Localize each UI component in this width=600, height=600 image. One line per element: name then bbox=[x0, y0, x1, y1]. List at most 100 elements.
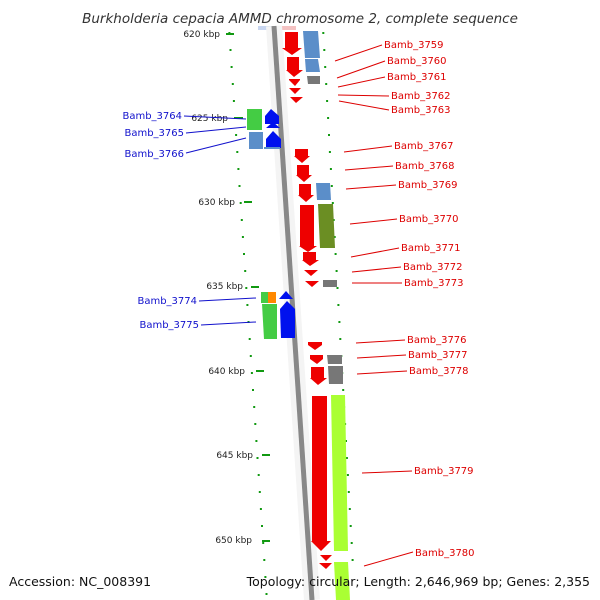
gene-label-bamb-3780[interactable]: Bamb_3780 bbox=[415, 548, 475, 559]
cds-bamb-3759[interactable] bbox=[282, 32, 302, 55]
gene-label-bamb-3772[interactable]: Bamb_3772 bbox=[403, 262, 463, 273]
gene-label-bamb-3775[interactable]: Bamb_3775 bbox=[139, 320, 199, 331]
cog-block bbox=[262, 304, 277, 339]
cog-block bbox=[261, 292, 269, 303]
forward-strand-cds bbox=[247, 109, 295, 339]
cds-bamb-3774[interactable] bbox=[279, 291, 293, 299]
guide-dot bbox=[253, 406, 256, 408]
cds-bamb-3779[interactable] bbox=[311, 396, 331, 551]
cds-bamb-3767[interactable] bbox=[294, 149, 310, 163]
cog-block bbox=[331, 395, 348, 551]
guide-dot bbox=[334, 253, 337, 255]
cds-bamb-3780[interactable] bbox=[320, 555, 332, 561]
tick-mark bbox=[256, 370, 264, 372]
cds-bamb-3765[interactable] bbox=[266, 122, 280, 128]
guide-dot bbox=[235, 134, 238, 136]
guide-dot bbox=[328, 134, 330, 136]
cds-bamb-3771[interactable] bbox=[302, 252, 319, 266]
guide-dot bbox=[236, 151, 239, 153]
guide-dot bbox=[327, 117, 330, 119]
tick-label-625: 625 kbp bbox=[191, 114, 228, 124]
gene-label-bamb-3778[interactable]: Bamb_3778 bbox=[409, 366, 469, 377]
gene-label-bamb-3779[interactable]: Bamb_3779 bbox=[414, 466, 474, 477]
cds-bamb-3775[interactable] bbox=[280, 301, 295, 338]
gene-label-bamb-3765[interactable]: Bamb_3765 bbox=[124, 128, 184, 139]
gene-label-bamb-3770[interactable]: Bamb_3770 bbox=[399, 214, 459, 225]
gene-label-bamb-3764[interactable]: Bamb_3764 bbox=[122, 111, 182, 122]
guide-dot bbox=[258, 491, 261, 493]
tick-label-635: 635 kbp bbox=[206, 282, 243, 292]
gene-label-bamb-3773[interactable]: Bamb_3773 bbox=[404, 278, 464, 289]
cds-bamb-3772[interactable] bbox=[304, 270, 318, 276]
gene-label-bamb-3761[interactable]: Bamb_3761 bbox=[387, 72, 447, 83]
cog-blocks-reverse bbox=[303, 31, 350, 600]
cds-bamb-3761[interactable] bbox=[289, 79, 300, 86]
gene-label-bamb-3767[interactable]: Bamb_3767 bbox=[394, 141, 454, 152]
tick-label-630: 630 kbp bbox=[198, 198, 235, 208]
gene-label-bamb-3776[interactable]: Bamb_3776 bbox=[407, 335, 467, 346]
label-leaders-left bbox=[183, 115, 257, 326]
cds-bamb-3769[interactable] bbox=[298, 184, 314, 202]
cds-bamb-3770[interactable] bbox=[299, 205, 317, 252]
guide-dot bbox=[255, 440, 258, 442]
cds-bamb-3762[interactable] bbox=[289, 88, 301, 94]
guide-dot bbox=[345, 457, 348, 459]
map-title: Burkholderia cepacia AMMD chromosome 2, … bbox=[82, 11, 518, 27]
guide-dot bbox=[337, 304, 340, 306]
guide-dot bbox=[350, 542, 353, 544]
guide-dot bbox=[328, 151, 331, 153]
guide-dot bbox=[338, 321, 341, 323]
guide-dot bbox=[351, 559, 354, 561]
guide-dot bbox=[331, 202, 334, 204]
cds-bamb-3768[interactable] bbox=[296, 165, 312, 182]
cog-block bbox=[328, 366, 343, 384]
guide-dot bbox=[336, 287, 339, 289]
cog-block bbox=[264, 147, 280, 149]
guide-dot bbox=[330, 185, 333, 187]
gene-label-bamb-3774[interactable]: Bamb_3774 bbox=[137, 296, 197, 307]
gene-label-bamb-3771[interactable]: Bamb_3771 bbox=[401, 243, 461, 254]
guide-dot bbox=[265, 593, 268, 595]
cds-bamb-3777[interactable] bbox=[310, 355, 323, 364]
tick-mark bbox=[235, 117, 243, 119]
gene-label-bamb-3763[interactable]: Bamb_3763 bbox=[391, 105, 451, 116]
gene-label-bamb-3769[interactable]: Bamb_3769 bbox=[398, 180, 458, 191]
guide-dot bbox=[246, 304, 249, 306]
cog-block bbox=[318, 204, 335, 248]
tick-mark bbox=[262, 454, 270, 456]
gene-labels-right: Bamb_3759 Bamb_3760 Bamb_3761 Bamb_3762 … bbox=[384, 40, 475, 559]
cds-bamb-3766[interactable] bbox=[266, 131, 281, 148]
cog-block bbox=[327, 355, 342, 364]
cds-bamb-3764[interactable] bbox=[265, 109, 279, 124]
gene-label-bamb-3762[interactable]: Bamb_3762 bbox=[391, 91, 451, 102]
cds-bamb-3760[interactable] bbox=[286, 57, 303, 77]
gene-label-bamb-3759[interactable]: Bamb_3759 bbox=[384, 40, 444, 51]
cog-block bbox=[316, 183, 331, 200]
guide-dot bbox=[254, 423, 257, 425]
guide-dot bbox=[259, 508, 262, 510]
guide-dot bbox=[326, 100, 329, 102]
guide-dot bbox=[232, 100, 235, 102]
guide-dot bbox=[230, 66, 233, 68]
cog-block bbox=[334, 562, 350, 600]
cds-bamb-3778[interactable] bbox=[310, 367, 327, 385]
cds-bamb-3780-b[interactable] bbox=[319, 563, 332, 569]
cog-block bbox=[303, 31, 320, 58]
tick-mark bbox=[251, 286, 259, 288]
guide-dot bbox=[252, 389, 254, 391]
guide-dot bbox=[237, 168, 240, 170]
guide-dot bbox=[264, 576, 267, 578]
cds-bamb-3773[interactable] bbox=[305, 281, 319, 287]
gene-label-bamb-3760[interactable]: Bamb_3760 bbox=[387, 56, 447, 67]
reverse-strand-cds bbox=[282, 32, 332, 569]
guide-dot bbox=[333, 236, 336, 238]
guide-dot bbox=[257, 474, 260, 476]
guide-dot bbox=[238, 185, 241, 187]
gene-label-bamb-3777[interactable]: Bamb_3777 bbox=[408, 350, 468, 361]
gene-label-bamb-3766[interactable]: Bamb_3766 bbox=[124, 149, 184, 160]
tick-mark bbox=[262, 540, 270, 542]
cds-bamb-3763[interactable] bbox=[290, 97, 303, 103]
cds-bamb-3776[interactable] bbox=[308, 342, 322, 350]
gene-label-bamb-3768[interactable]: Bamb_3768 bbox=[395, 161, 455, 172]
